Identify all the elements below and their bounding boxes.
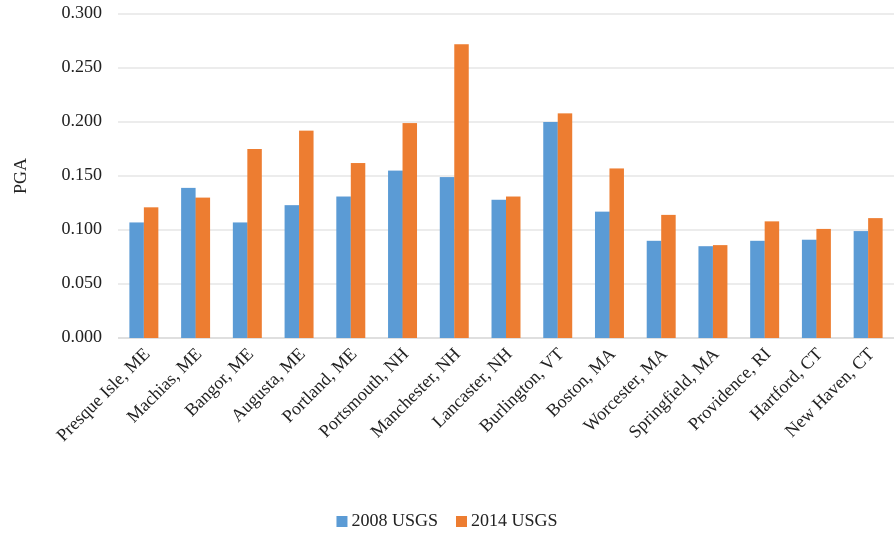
y-tick-label: 0.050	[62, 272, 103, 292]
x-tick-label: Presque Isle, ME	[52, 344, 153, 445]
bar	[247, 149, 262, 338]
bar	[661, 214, 676, 338]
bar	[801, 239, 817, 338]
bar	[506, 196, 521, 338]
y-tick-label: 0.150	[62, 164, 103, 184]
bar	[764, 221, 780, 338]
legend-swatch	[336, 516, 348, 527]
y-tick-label: 0.000	[62, 326, 103, 346]
y-tick-label: 0.250	[62, 56, 103, 76]
y-tick-label: 0.200	[62, 110, 103, 130]
bar	[181, 187, 196, 338]
bar	[388, 170, 403, 338]
bar	[336, 196, 351, 338]
bar	[439, 177, 455, 338]
bar	[712, 245, 728, 338]
y-tick-label: 0.300	[62, 2, 103, 22]
bar	[402, 123, 418, 338]
bar	[557, 113, 573, 338]
bar	[816, 228, 831, 338]
bar	[750, 240, 765, 338]
bar	[491, 199, 506, 338]
y-axis-title: PGA	[10, 158, 30, 194]
bar	[284, 205, 300, 338]
bar	[646, 240, 662, 338]
x-tick-label: New Haven, CT	[781, 344, 878, 441]
x-tick-label: Portsmouth, NH	[315, 344, 413, 442]
bar	[232, 222, 248, 338]
bar	[299, 130, 314, 338]
legend-swatch	[456, 516, 467, 527]
bar	[868, 218, 883, 338]
legend-label: 2008 USGS	[351, 510, 438, 530]
y-tick-label: 0.100	[62, 218, 103, 238]
bar	[350, 163, 366, 338]
bar	[143, 207, 159, 338]
bar	[853, 231, 869, 338]
bar	[454, 44, 469, 339]
bar	[698, 246, 713, 338]
legend-label: 2014 USGS	[471, 510, 558, 530]
bar	[543, 122, 558, 338]
bar	[609, 168, 624, 338]
bar	[594, 211, 610, 338]
x-tick-label: Manchester, NH	[366, 344, 464, 442]
x-tick-label: Springfield, MA	[624, 344, 722, 442]
bar	[129, 222, 144, 338]
bar	[195, 197, 211, 338]
